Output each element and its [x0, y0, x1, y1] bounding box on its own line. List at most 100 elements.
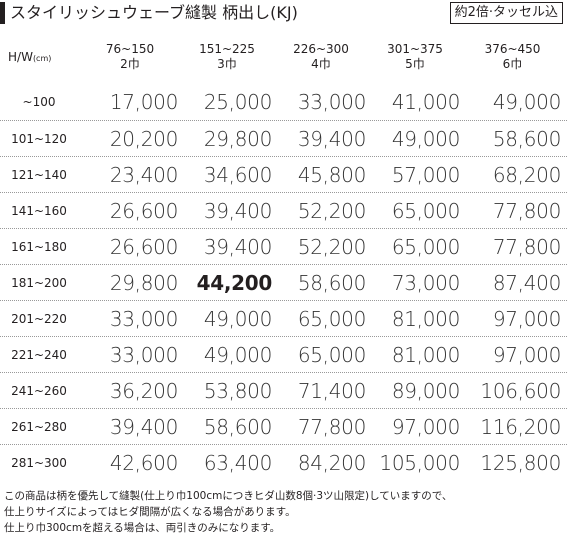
price-cell: 34,600: [203, 163, 272, 187]
price-cell: 97,000: [492, 307, 561, 331]
table-row: 261~280 39,400 58,600 77,800 97,000 116,200: [0, 408, 567, 445]
table-row: 201~220 33,000 49,000 65,000 81,000 97,000: [0, 300, 567, 337]
column-width: 5巾: [405, 57, 425, 71]
price-cell: 116,200: [480, 415, 561, 439]
column-width: 3巾: [217, 57, 237, 71]
note: この商品は柄を優先して縫製(仕上り巾100cmにつきヒダ山数8個·3ツ山限定)し…: [4, 490, 453, 502]
row-label: 141~160: [11, 204, 67, 218]
price-cell: 44,200: [196, 271, 273, 295]
table-row: 221~240 33,000 49,000 65,000 81,000 97,000: [0, 336, 567, 373]
price-cell: 39,400: [203, 235, 272, 259]
table-row: ~100 17,000 25,000 33,000 41,000 49,000: [0, 84, 567, 120]
price-cell: 57,000: [391, 163, 460, 187]
column-range: 301~375: [387, 42, 443, 56]
corner-header: H/W(cm): [8, 50, 51, 64]
column-width: 4巾: [311, 57, 331, 71]
row-label: 241~260: [11, 384, 67, 398]
price-cell: 20,200: [109, 127, 178, 151]
column-range: 376~450: [484, 42, 541, 56]
table-row: 241~260 36,200 53,800 71,400 89,000 106,600: [0, 372, 567, 409]
price-cell: 65,000: [297, 343, 366, 367]
price-cell: 52,200: [297, 235, 366, 259]
column-width: 2巾: [120, 57, 140, 71]
column-header: 151~225 3巾: [180, 42, 274, 72]
price-cell: 36,200: [109, 379, 178, 403]
column-header: 226~300 4巾: [274, 42, 368, 72]
row-label: 221~240: [11, 348, 67, 362]
table-row: 141~160 26,600 39,400 52,200 65,000 77,800: [0, 192, 567, 229]
row-label: ~100: [22, 95, 56, 109]
column-range: 151~225: [199, 42, 255, 56]
price-cell: 81,000: [391, 343, 460, 367]
column-width: 6巾: [502, 57, 523, 71]
price-cell: 77,800: [297, 415, 366, 439]
row-label: 181~200: [11, 276, 67, 290]
corner-unit: (cm): [32, 54, 52, 63]
price-cell: 97,000: [492, 343, 561, 367]
price-cell: 65,000: [391, 235, 460, 259]
table-row: 161~180 26,600 39,400 52,200 65,000 77,800: [0, 228, 567, 265]
title: スタイリッシュウェーブ縫製 柄出し(KJ): [10, 3, 298, 22]
price-cell: 68,200: [492, 163, 561, 187]
price-cell: 17,000: [109, 90, 178, 114]
price-cell: 25,000: [203, 90, 272, 114]
price-cell: 84,200: [297, 451, 366, 475]
price-cell: 26,600: [109, 199, 178, 223]
row-label: 121~140: [11, 168, 67, 182]
price-cell: 49,000: [203, 307, 272, 331]
price-cell: 89,000: [391, 379, 460, 403]
price-cell: 49,000: [492, 90, 561, 114]
column-range: 226~300: [293, 42, 349, 56]
note: 仕上りサイズによってはヒダ間隔が広くなる場合があります。: [4, 506, 296, 518]
price-cell: 65,000: [297, 307, 366, 331]
table-row: 121~140 23,400 34,600 45,800 57,000 68,200: [0, 156, 567, 193]
title-bar: [0, 2, 5, 24]
price-cell: 29,800: [109, 271, 178, 295]
row-label: 281~300: [11, 456, 67, 470]
price-cell: 58,600: [492, 127, 561, 151]
price-cell: 26,600: [109, 235, 178, 259]
table-row: 281~300 42,600 63,400 84,200 105,000 125,800: [0, 444, 567, 481]
corner-main: H/W: [8, 50, 33, 64]
price-cell: 53,800: [203, 379, 272, 403]
price-cell: 41,000: [391, 90, 460, 114]
price-cell: 23,400: [109, 163, 178, 187]
price-cell: 33,000: [297, 90, 366, 114]
column-range: 76~150: [105, 42, 155, 56]
row-label: 201~220: [11, 312, 67, 326]
price-cell: 125,800: [480, 451, 561, 475]
price-cell: 73,000: [391, 271, 460, 295]
price-cell: 49,000: [203, 343, 272, 367]
price-cell: 39,400: [203, 199, 272, 223]
price-cell: 81,000: [391, 307, 460, 331]
table-row: 181~200 29,800 44,200 58,600 73,000 87,400: [0, 264, 567, 301]
price-cell: 45,800: [297, 163, 366, 187]
price-cell: 65,000: [391, 199, 460, 223]
price-cell: 29,800: [203, 127, 272, 151]
badge: 約2倍·タッセル込: [449, 2, 563, 24]
price-cell: 49,000: [391, 127, 460, 151]
price-cell: 71,400: [297, 379, 366, 403]
price-cell: 77,800: [492, 235, 561, 259]
price-cell: 39,400: [109, 415, 178, 439]
price-cell: 33,000: [109, 343, 178, 367]
table-row: 101~120 20,200 29,800 39,400 49,000 58,600: [0, 120, 567, 157]
column-header: 301~375 5巾: [368, 42, 462, 72]
price-cell: 77,800: [492, 199, 561, 223]
price-cell: 39,400: [297, 127, 366, 151]
price-cell: 42,600: [109, 451, 178, 475]
note: 仕上り巾300cmを超える場合は、両引きのみになります。: [4, 522, 281, 534]
price-cell: 63,400: [203, 451, 272, 475]
column-header: 376~450 6巾: [462, 42, 563, 72]
row-label: 261~280: [11, 420, 67, 434]
price-cell: 52,200: [297, 199, 366, 223]
price-cell: 33,000: [109, 307, 178, 331]
price-cell: 58,600: [297, 271, 366, 295]
price-cell: 58,600: [203, 415, 272, 439]
price-cell: 106,600: [480, 379, 561, 403]
price-cell: 97,000: [391, 415, 460, 439]
row-label: 161~180: [11, 240, 67, 254]
price-cell: 87,400: [492, 271, 561, 295]
row-label: 101~120: [11, 132, 67, 146]
